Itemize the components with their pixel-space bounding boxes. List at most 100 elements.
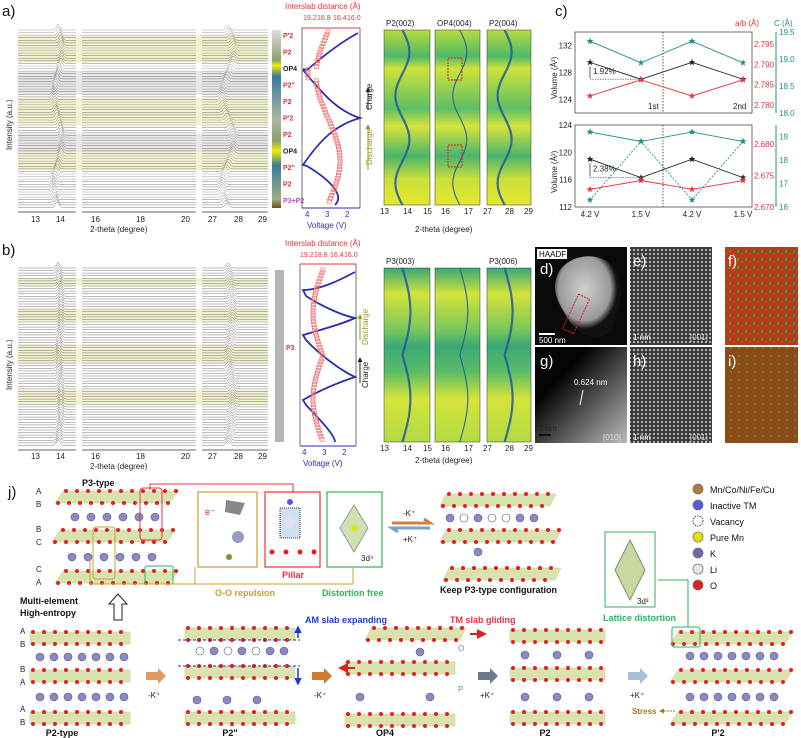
- diffraction-trace: [17, 49, 268, 56]
- oxygen-atom: [75, 668, 79, 672]
- oxygen-atom: [511, 710, 515, 714]
- x-tick: 13: [31, 215, 40, 224]
- oxygen-atom: [469, 528, 473, 532]
- legend-label: Vacancy: [710, 517, 744, 527]
- inactive-tm-atom: [287, 499, 293, 505]
- oxygen-atom: [756, 710, 760, 714]
- interslab-marker: [313, 376, 318, 382]
- oxygen-atom: [64, 569, 68, 573]
- diffraction-trace: [17, 344, 268, 351]
- oxygen-atom: [197, 626, 201, 630]
- diffraction-trace: [17, 136, 268, 144]
- scale-label: 1 nm: [633, 333, 651, 342]
- diffraction-trace: [17, 393, 268, 400]
- oxygen-atom: [555, 628, 559, 632]
- diffraction-trace: [17, 367, 268, 374]
- phase-label: P2: [283, 132, 292, 139]
- stacking-letter: A: [36, 487, 42, 496]
- voltage-tick: 2: [345, 210, 350, 219]
- interslab-marker: [314, 81, 319, 86]
- interslab-marker: [323, 109, 328, 115]
- eds-map: [725, 347, 798, 443]
- stage-label: P'2: [711, 728, 724, 738]
- phase-bar: [275, 270, 284, 442]
- interslab-marker: [332, 184, 338, 190]
- interslab-marker: [337, 167, 342, 172]
- oxygen-atom: [516, 566, 520, 570]
- y-axis-label: Intensity (a.u.): [5, 99, 14, 150]
- legend-label: O: [710, 581, 717, 591]
- interslab-marker: [319, 43, 325, 49]
- cycle-label-2nd: 2nd: [733, 102, 746, 111]
- oxygen-atom: [105, 528, 109, 532]
- oxygen-atom: [693, 642, 697, 646]
- diffraction-trace: [17, 321, 268, 328]
- oxygen-atom: [171, 528, 175, 532]
- heatmap-x-tick: 13: [380, 207, 389, 216]
- oxygen-atom: [546, 528, 550, 532]
- interslab-marker: [311, 322, 317, 327]
- oxygen-atom: [31, 630, 35, 634]
- potassium-ion: [769, 692, 779, 702]
- oxygen-atom: [480, 492, 484, 496]
- stacking-letter: B: [36, 525, 41, 534]
- diffraction-trace: [17, 326, 268, 333]
- interslab-tick: 16.0: [344, 252, 358, 259]
- voltage-tick: 4: [302, 448, 307, 457]
- oxygen-atom: [42, 630, 46, 634]
- diffraction-trace: [17, 87, 268, 95]
- heatmap-x-tick: 27: [483, 207, 492, 216]
- diffraction-trace: [18, 185, 268, 193]
- diffraction-trace: [17, 83, 268, 90]
- potassium-ion: [35, 652, 45, 662]
- oxygen-atom: [75, 642, 79, 646]
- diffraction-trace: [17, 418, 268, 426]
- data-point-star: [688, 155, 696, 163]
- diffraction-trace: [17, 391, 268, 397]
- scale-label: 2 nm: [539, 424, 557, 433]
- oxygen-atom: [108, 569, 112, 573]
- oxygen-atom: [31, 642, 35, 646]
- tm-slab: [509, 667, 606, 681]
- stage-label: P2-type: [46, 728, 79, 738]
- oxygen-atom: [434, 672, 438, 676]
- oxygen-atom: [97, 722, 101, 726]
- panel-d: HAADF d) 500 nm: [535, 247, 627, 345]
- heatmap-x-tick: 27: [483, 444, 492, 453]
- diffraction-trace: [17, 116, 268, 123]
- oxygen-atom: [56, 501, 60, 505]
- diffraction-trace: [17, 306, 268, 312]
- oxygen-atom: [64, 680, 68, 684]
- diffraction-trace: [17, 277, 268, 284]
- li-ion: [284, 516, 296, 528]
- interslab-tick: 19.2: [300, 252, 314, 259]
- diffraction-trace: [17, 365, 268, 372]
- oxygen-atom: [75, 680, 79, 684]
- diffraction-trace: [17, 139, 268, 146]
- oxygen-atom: [734, 668, 738, 672]
- oxygen-atom: [100, 501, 104, 505]
- oxygen-atom: [394, 626, 398, 630]
- interslab-marker: [332, 132, 338, 138]
- panel-label-b: b): [2, 242, 15, 259]
- diffraction-trace: [17, 301, 268, 307]
- oxygen-atom: [346, 724, 350, 728]
- interslab-markers: [305, 29, 343, 204]
- oxygen-atom: [682, 642, 686, 646]
- diffraction-trace: [17, 129, 268, 136]
- potassium-ion: [49, 692, 59, 702]
- diffraction-trace: [17, 380, 268, 387]
- x-tick: 20: [181, 452, 190, 461]
- interslab-marker: [337, 152, 343, 158]
- data-point-star: [586, 196, 594, 203]
- oxygen-atom: [690, 668, 694, 672]
- interslab-marker: [311, 385, 317, 390]
- vacancy-site: [501, 513, 511, 523]
- diffraction-trace: [17, 31, 268, 38]
- interslab-marker: [319, 101, 325, 107]
- interslab-marker: [328, 121, 333, 127]
- interslab-marker: [312, 327, 318, 333]
- legend-swatch-icon: [692, 515, 704, 527]
- vacancy-site: [459, 513, 469, 523]
- oxygen-atom: [599, 710, 603, 714]
